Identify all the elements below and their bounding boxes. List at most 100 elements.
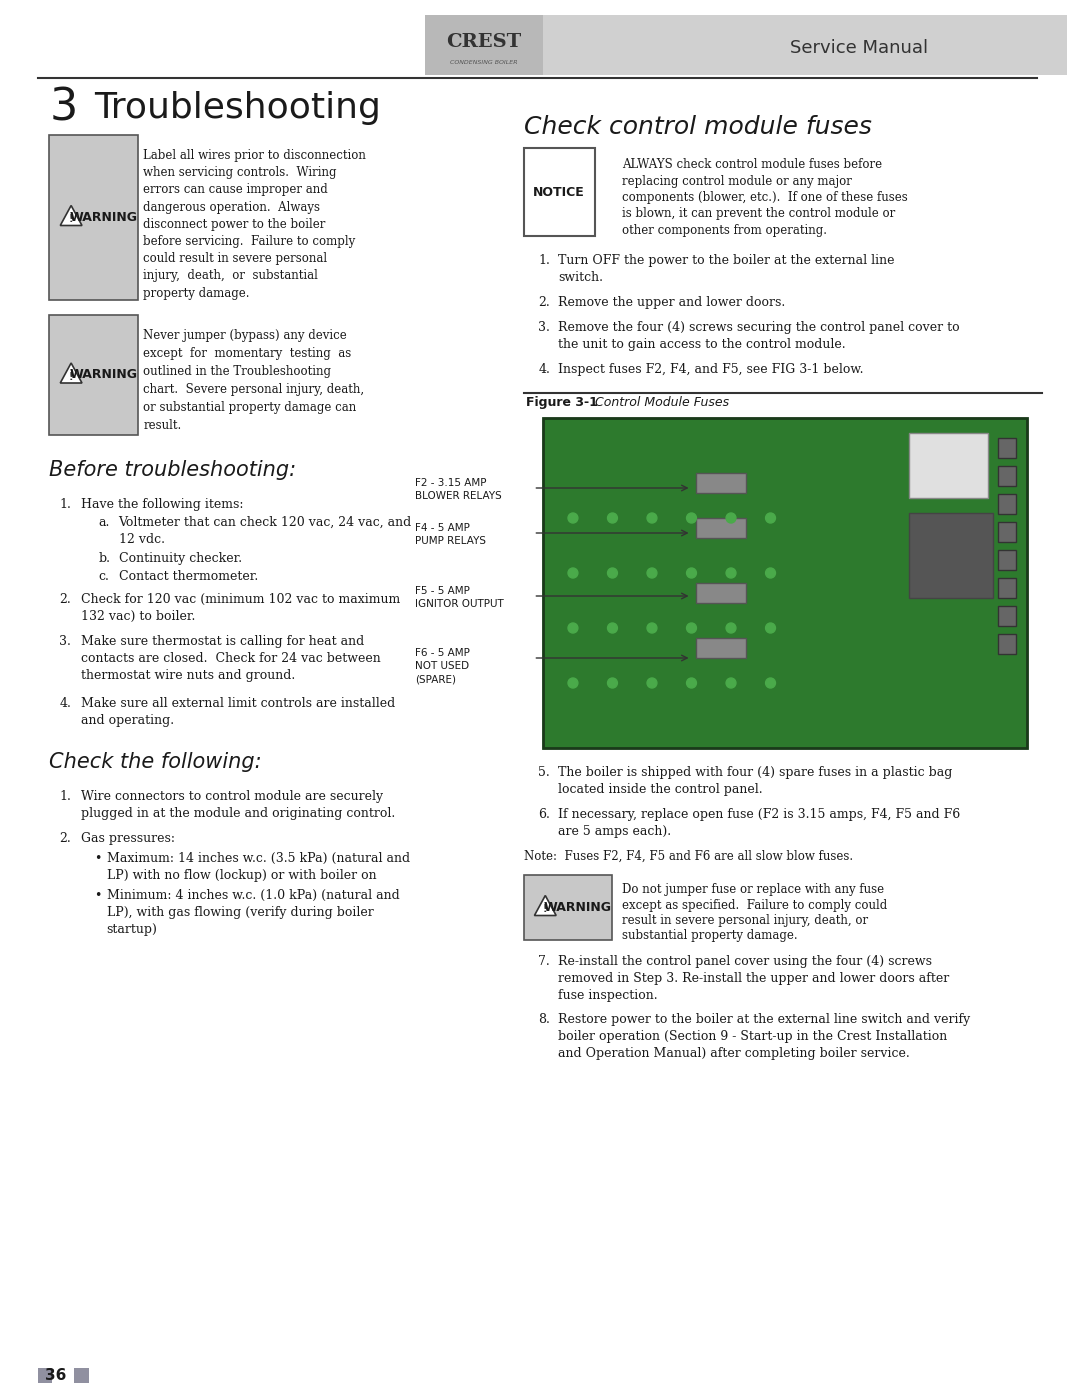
Circle shape [647,513,657,522]
Bar [697,474,746,493]
Bar [424,15,1067,75]
Text: 5.: 5. [538,766,550,780]
Text: F6 - 5 AMP: F6 - 5 AMP [415,648,470,658]
Text: thermostat wire nuts and ground.: thermostat wire nuts and ground. [81,669,295,682]
Bar [38,1368,52,1383]
Text: NOT USED: NOT USED [415,661,469,671]
Text: fuse inspection.: fuse inspection. [558,989,658,1002]
Text: Before troubleshooting:: Before troubleshooting: [50,460,297,481]
Text: result.: result. [144,419,181,432]
Text: components (blower, etc.).  If one of these fuses: components (blower, etc.). If one of the… [622,191,908,204]
Text: Contact thermometer.: Contact thermometer. [119,570,258,583]
Circle shape [647,569,657,578]
Text: CONDENSING BOILER: CONDENSING BOILER [450,60,517,64]
Bar [998,495,1015,514]
Text: Do not jumper fuse or replace with any fuse: Do not jumper fuse or replace with any f… [622,883,885,895]
Text: PUMP RELAYS: PUMP RELAYS [415,536,486,546]
Text: property damage.: property damage. [144,286,249,299]
Text: ALWAYS check control module fuses before: ALWAYS check control module fuses before [622,158,882,170]
Text: Make sure all external limit controls are installed: Make sure all external limit controls ar… [81,697,395,710]
Text: replacing control module or any major: replacing control module or any major [622,175,852,187]
Text: Turn OFF the power to the boiler at the external line: Turn OFF the power to the boiler at the … [558,254,894,267]
Text: and Operation Manual) after completing boiler service.: and Operation Manual) after completing b… [558,1046,909,1060]
Circle shape [687,623,697,633]
Text: 3.: 3. [538,321,550,334]
Circle shape [568,623,578,633]
Circle shape [608,623,618,633]
Bar [998,439,1015,458]
Text: and operating.: and operating. [81,714,174,726]
Text: a.: a. [98,515,110,529]
Text: other components from operating.: other components from operating. [622,224,827,237]
Text: 4.: 4. [59,697,71,710]
Circle shape [687,513,697,522]
Text: LP) with no flow (lockup) or with boiler on: LP) with no flow (lockup) or with boiler… [107,869,376,882]
Text: 36: 36 [44,1368,66,1383]
Text: contacts are closed.  Check for 24 vac between: contacts are closed. Check for 24 vac be… [81,652,381,665]
FancyBboxPatch shape [524,148,595,236]
Text: outlined in the Troubleshooting: outlined in the Troubleshooting [144,365,332,379]
Bar [908,513,993,598]
Text: If necessary, replace open fuse (F2 is 3.15 amps, F4, F5 and F6: If necessary, replace open fuse (F2 is 3… [558,807,960,821]
Text: c.: c. [98,570,110,583]
Text: startup): startup) [107,923,158,936]
Circle shape [726,513,735,522]
Text: disconnect power to the boiler: disconnect power to the boiler [144,218,325,231]
Text: Remove the four (4) screws securing the control panel cover to: Remove the four (4) screws securing the … [558,321,960,334]
Circle shape [726,678,735,687]
Text: removed in Step 3. Re-install the upper and lower doors after: removed in Step 3. Re-install the upper … [558,972,949,985]
Circle shape [647,678,657,687]
Circle shape [568,678,578,687]
Circle shape [766,678,775,687]
Text: Check control module fuses: Check control module fuses [524,115,872,138]
Text: F2 - 3.15 AMP: F2 - 3.15 AMP [415,478,486,488]
Text: 3: 3 [50,87,78,130]
Circle shape [687,678,697,687]
Text: 3.: 3. [59,636,71,648]
Text: result in severe personal injury, death, or: result in severe personal injury, death,… [622,914,868,928]
Text: WARNING: WARNING [544,901,612,914]
Text: !: ! [69,215,73,225]
Circle shape [647,623,657,633]
Text: except as specified.  Failure to comply could: except as specified. Failure to comply c… [622,898,888,911]
Text: could result in severe personal: could result in severe personal [144,253,327,265]
Text: before servicing.  Failure to comply: before servicing. Failure to comply [144,235,355,249]
Text: 2.: 2. [59,592,71,606]
Bar [697,638,746,658]
Text: is blown, it can prevent the control module or: is blown, it can prevent the control mod… [622,208,895,221]
Text: Figure 3-1: Figure 3-1 [526,395,597,409]
Circle shape [766,623,775,633]
Text: (SPARE): (SPARE) [415,673,456,685]
Bar [998,634,1015,654]
FancyBboxPatch shape [50,314,138,434]
Text: boiler operation (Section 9 - Start-up in the Crest Installation: boiler operation (Section 9 - Start-up i… [558,1030,947,1044]
Circle shape [766,569,775,578]
Polygon shape [535,895,556,915]
Polygon shape [60,205,82,225]
Text: Gas pressures:: Gas pressures: [81,833,175,845]
Text: IGNITOR OUTPUT: IGNITOR OUTPUT [415,599,503,609]
FancyBboxPatch shape [524,875,612,940]
Text: 132 vac) to boiler.: 132 vac) to boiler. [81,610,195,623]
Bar [543,418,1027,747]
Text: Re-install the control panel cover using the four (4) screws: Re-install the control panel cover using… [558,956,932,968]
Text: Never jumper (bypass) any device: Never jumper (bypass) any device [144,330,347,342]
Circle shape [568,569,578,578]
Text: !: ! [69,372,73,381]
Text: dangerous operation.  Always: dangerous operation. Always [144,201,321,214]
Text: Control Module Fuses: Control Module Fuses [595,395,729,409]
Text: Continuity checker.: Continuity checker. [119,552,242,564]
Text: 12 vdc.: 12 vdc. [119,534,164,546]
Text: 2.: 2. [59,833,71,845]
Text: the unit to gain access to the control module.: the unit to gain access to the control m… [558,338,846,351]
Text: 6.: 6. [538,807,550,821]
Text: Check for 120 vac (minimum 102 vac to maximum: Check for 120 vac (minimum 102 vac to ma… [81,592,401,606]
Bar [998,578,1015,598]
Text: when servicing controls.  Wiring: when servicing controls. Wiring [144,166,337,179]
Text: switch.: switch. [558,271,603,284]
Text: •: • [94,888,102,902]
Text: or substantial property damage can: or substantial property damage can [144,401,356,414]
FancyBboxPatch shape [50,136,138,300]
Circle shape [608,569,618,578]
Text: Note:  Fuses F2, F4, F5 and F6 are all slow blow fuses.: Note: Fuses F2, F4, F5 and F6 are all sl… [524,849,853,863]
